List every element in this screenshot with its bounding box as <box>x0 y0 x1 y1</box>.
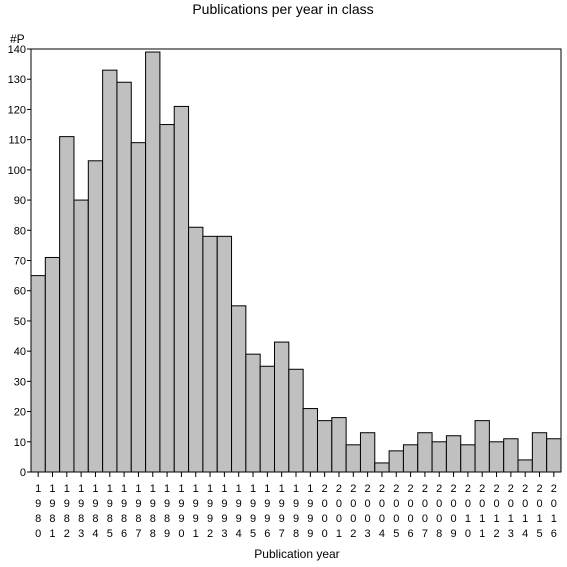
bar-1980 <box>30 275 46 473</box>
x-ticks-group: 1 9 8 0 1 9 8 1 1 9 8 2 1 9 8 3 1 9 8 4 1 9 8 5 1 9 8 6 1 9 8 7 1 9 8 8 1 9 8 9… <box>35 472 557 540</box>
bars-group <box>30 51 562 473</box>
bar-1984 <box>87 160 104 473</box>
bar-2009 <box>445 435 462 473</box>
bar-1981 <box>44 256 61 473</box>
bar-1982 <box>59 136 75 473</box>
bar-2004 <box>374 462 390 473</box>
y-tick-label: 40 <box>14 346 26 358</box>
bar-2008 <box>431 441 447 473</box>
bar-2015 <box>531 432 548 473</box>
bar-1990 <box>173 105 190 473</box>
bar-1994 <box>231 305 247 473</box>
y-tick-label: 60 <box>14 286 26 298</box>
bar-2006 <box>402 444 419 473</box>
bar-1998 <box>288 368 304 473</box>
bar-2013 <box>503 438 519 473</box>
bar-2005 <box>388 450 404 473</box>
bar-1987 <box>130 142 147 473</box>
y-tick-label: 80 <box>14 225 26 237</box>
y-tick-label: 10 <box>14 437 26 449</box>
bar-2002 <box>345 444 361 473</box>
y-tick-label: 50 <box>14 316 26 328</box>
bar-2011 <box>474 420 490 473</box>
bar-1995 <box>245 353 261 473</box>
bar-1985 <box>102 69 118 473</box>
y-tick-label: 90 <box>14 195 26 207</box>
x-axis-label: Publication year <box>254 547 339 561</box>
bar-1999 <box>302 408 318 473</box>
y-axis-label: #P <box>10 32 25 46</box>
bar-1991 <box>188 226 204 473</box>
y-tick-label: 30 <box>14 376 26 388</box>
y-tick-label: 130 <box>8 74 26 86</box>
bar-2001 <box>331 417 347 473</box>
y-tick-label: 110 <box>8 135 26 147</box>
bar-1997 <box>274 341 290 473</box>
bar-1992 <box>202 235 218 473</box>
plot-frame <box>30 48 562 473</box>
chart-title: Publications per year in class <box>192 1 373 17</box>
y-ticks-group: 0 10 20 30 40 50 60 70 80 90 100 110 120 130 140 <box>8 44 31 479</box>
y-tick-label: 100 <box>8 165 26 177</box>
bar-2000 <box>316 420 333 473</box>
y-tick-label: 20 <box>14 407 26 419</box>
bar-1989 <box>159 124 175 473</box>
bar-2010 <box>460 444 476 473</box>
bar-1983 <box>73 199 89 473</box>
bar-2003 <box>359 432 376 473</box>
y-tick-label: 70 <box>14 256 26 268</box>
bar-2007 <box>417 432 433 473</box>
bar-1986 <box>116 81 132 473</box>
bar-1996 <box>259 365 276 473</box>
y-tick-label: 140 <box>8 44 26 56</box>
y-tick-label: 0 <box>20 467 26 479</box>
bar-1988 <box>145 51 161 473</box>
bar-2012 <box>488 441 505 473</box>
y-tick-label: 120 <box>8 104 26 116</box>
bar-2014 <box>517 459 533 473</box>
bar-2016 <box>546 438 562 473</box>
bar-1993 <box>216 235 233 473</box>
